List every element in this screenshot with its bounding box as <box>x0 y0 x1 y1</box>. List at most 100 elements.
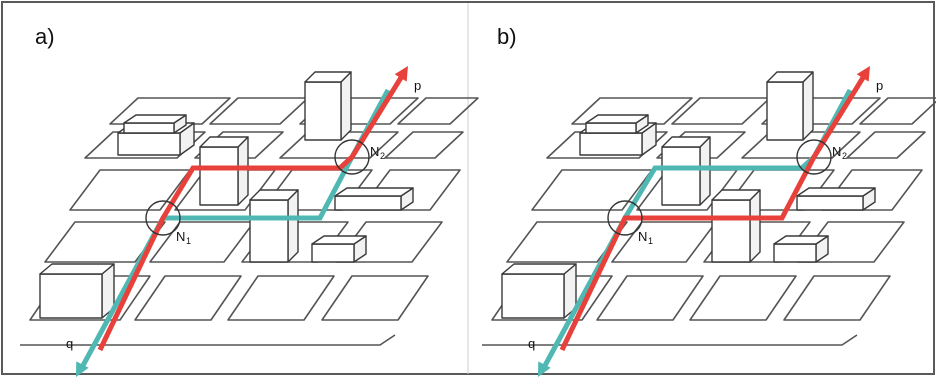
building-front <box>766 81 804 141</box>
building <box>766 71 814 141</box>
city-block <box>149 221 255 263</box>
building <box>199 136 249 206</box>
panel-a: a)N 1N 2pq <box>20 24 479 377</box>
city-block <box>611 221 717 263</box>
node-n1-label: N <box>176 229 185 244</box>
building-side <box>802 71 814 141</box>
building <box>249 189 299 263</box>
building-roof <box>501 263 577 275</box>
city-block <box>859 97 936 125</box>
building <box>334 187 414 211</box>
building-front <box>711 199 751 263</box>
route-p <box>97 74 405 352</box>
city-block <box>723 169 835 211</box>
city-block <box>546 131 668 159</box>
panel-label: a) <box>35 24 55 49</box>
building-front <box>501 273 565 319</box>
building-front <box>579 132 643 156</box>
building <box>39 263 115 319</box>
building-roof <box>766 71 814 83</box>
building-front <box>199 146 239 206</box>
city-block <box>134 275 242 321</box>
city-block <box>44 221 166 263</box>
node-n1-label: N <box>638 229 647 244</box>
city-block <box>227 275 335 321</box>
city-block <box>359 169 461 211</box>
building-side <box>749 189 761 263</box>
node-n2-subscript: 2 <box>380 151 385 161</box>
building-front <box>773 243 817 263</box>
building-roof <box>39 263 115 275</box>
city-block <box>279 131 399 159</box>
endpoint-p-label: p <box>414 78 421 93</box>
building-front <box>334 195 402 211</box>
route-q-arrowhead <box>76 361 89 377</box>
building-roof <box>661 136 711 148</box>
node-n2-label: N <box>832 144 841 159</box>
building <box>585 114 649 134</box>
city-block <box>846 131 926 159</box>
node-n2-circle <box>796 139 832 175</box>
building-roof <box>334 187 414 197</box>
building <box>311 235 367 263</box>
building <box>711 189 761 263</box>
building-roof <box>796 187 876 197</box>
node-n2-label: N <box>370 144 379 159</box>
building-roof <box>773 235 829 245</box>
city-block <box>689 275 797 321</box>
city-block <box>84 131 206 159</box>
building-roof <box>123 114 187 124</box>
building-side <box>340 71 352 141</box>
building-roof <box>711 189 761 201</box>
node-n2-subscript: 2 <box>842 151 847 161</box>
building-roof <box>249 189 299 201</box>
node-n1-subscript: 1 <box>648 236 653 246</box>
route-q-arrowhead <box>538 361 551 377</box>
city-block <box>596 275 704 321</box>
building-roof <box>585 114 649 124</box>
buildings <box>39 71 414 319</box>
city-block <box>261 169 373 211</box>
building-roof <box>199 136 249 148</box>
building <box>304 71 352 141</box>
city-block <box>506 221 628 263</box>
building-front <box>39 273 103 319</box>
city-block <box>321 275 429 321</box>
building-front <box>661 146 701 206</box>
building <box>661 136 711 206</box>
building-front <box>117 132 181 156</box>
panel-b: b)N 1N 2pq <box>482 24 936 377</box>
road-edge <box>20 334 396 346</box>
building-front <box>249 199 289 263</box>
building-front <box>123 122 175 134</box>
road-grid <box>482 97 936 346</box>
building <box>773 235 829 263</box>
building-roof <box>304 71 352 83</box>
endpoint-q-label: q <box>66 336 73 351</box>
route-p <box>559 74 867 352</box>
node-n1-circle <box>607 200 643 236</box>
city-block <box>741 131 861 159</box>
building-front <box>311 243 355 263</box>
building-side <box>237 136 249 206</box>
road-edge <box>482 334 858 346</box>
building <box>123 114 187 134</box>
building-roof <box>311 235 367 245</box>
building-side <box>699 136 711 206</box>
route-p-arrowhead <box>394 66 408 82</box>
city-block <box>783 275 891 321</box>
route-p-arrowhead <box>856 66 870 82</box>
endpoint-p-label: p <box>876 78 883 93</box>
building-front <box>585 122 637 134</box>
panel-label: b) <box>497 24 517 49</box>
building-front <box>304 81 342 141</box>
building-front <box>796 195 864 211</box>
city-block <box>397 97 479 125</box>
building <box>796 187 876 211</box>
city-block <box>821 169 923 211</box>
node-n1-circle <box>145 200 181 236</box>
routes <box>538 66 870 377</box>
node-n2-circle <box>334 139 370 175</box>
city-block <box>384 131 464 159</box>
